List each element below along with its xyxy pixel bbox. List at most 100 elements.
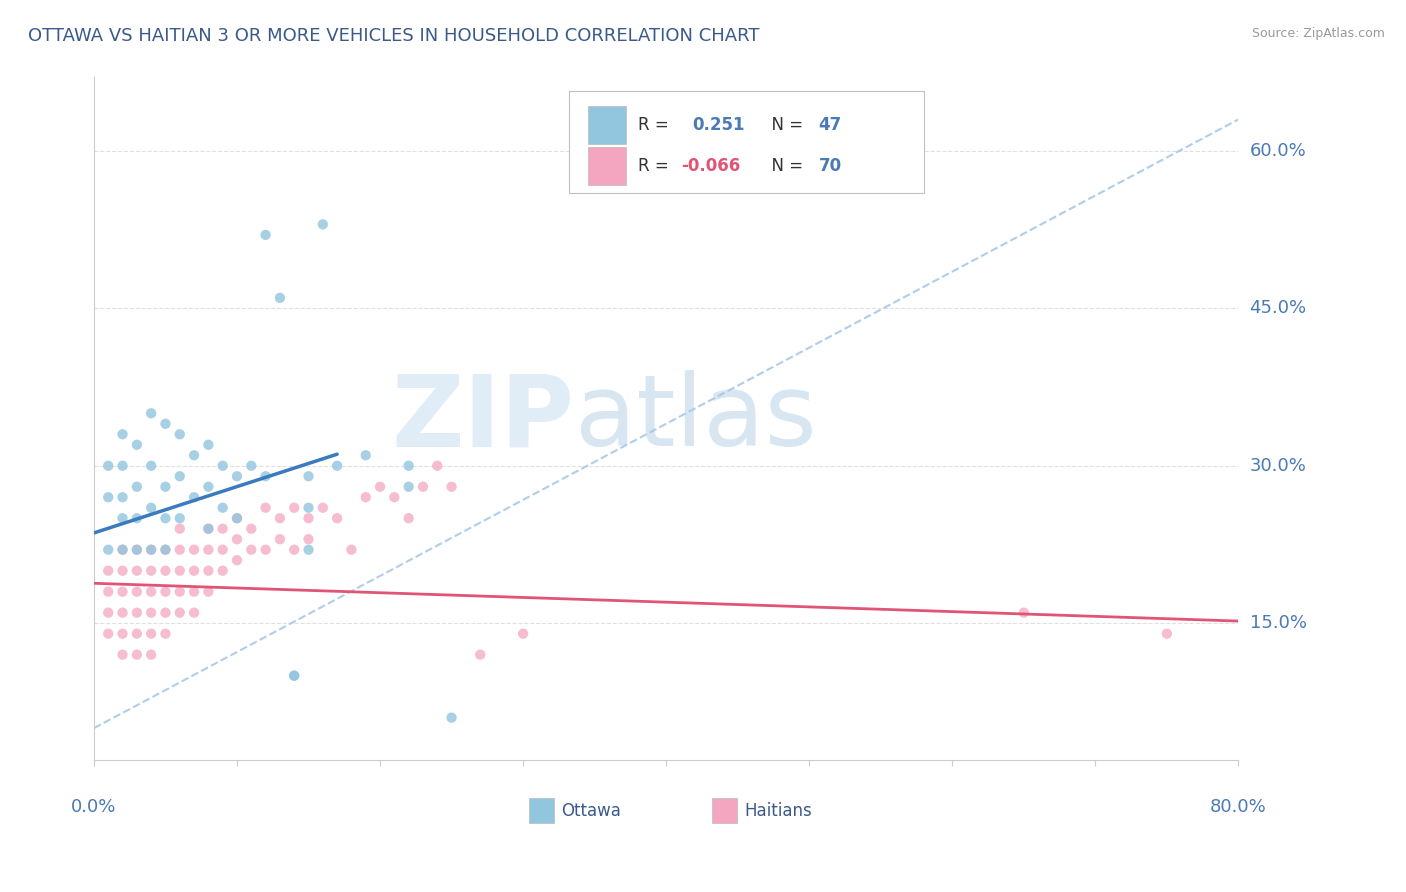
Point [211,458,233,473]
Point [141,406,163,420]
Point [211,500,233,515]
Point [141,626,163,640]
Point [169,511,191,525]
Point [240,542,263,557]
Point [111,648,134,662]
Point [141,564,163,578]
Point [125,480,148,494]
Point [312,500,335,515]
Point [297,469,319,483]
Text: 70: 70 [818,157,842,175]
Point [197,522,219,536]
Point [125,542,148,557]
Point [211,522,233,536]
Point [141,458,163,473]
Text: 0.251: 0.251 [693,116,745,134]
Point [226,469,249,483]
Point [283,668,305,682]
Point [111,542,134,557]
Point [125,564,148,578]
Point [412,480,434,494]
Point [1012,606,1035,620]
Point [197,584,219,599]
Text: -0.066: -0.066 [681,157,741,175]
Point [155,626,177,640]
Point [197,480,219,494]
Point [211,564,233,578]
Point [283,668,305,682]
Point [183,606,205,620]
Point [125,511,148,525]
Point [297,500,319,515]
Point [169,522,191,536]
Point [440,711,463,725]
Point [254,542,277,557]
Point [254,469,277,483]
Point [97,606,120,620]
Point [197,542,219,557]
Text: 30.0%: 30.0% [1250,457,1306,475]
Point [226,553,249,567]
Point [226,532,249,546]
Point [354,448,377,462]
Point [312,218,335,232]
Point [169,427,191,442]
Point [155,542,177,557]
Point [470,648,492,662]
Point [97,490,120,504]
Point [211,542,233,557]
Point [398,511,420,525]
Point [155,480,177,494]
Point [269,532,291,546]
Text: 15.0%: 15.0% [1250,615,1306,632]
Point [398,458,420,473]
Point [254,500,277,515]
Point [340,542,363,557]
Point [141,542,163,557]
Point [226,511,249,525]
Text: ZIP: ZIP [392,370,575,467]
Point [197,564,219,578]
Point [125,648,148,662]
Text: Haitians: Haitians [744,802,811,820]
Text: OTTAWA VS HAITIAN 3 OR MORE VEHICLES IN HOUSEHOLD CORRELATION CHART: OTTAWA VS HAITIAN 3 OR MORE VEHICLES IN … [28,27,759,45]
Point [111,490,134,504]
Point [111,606,134,620]
Point [155,584,177,599]
Point [254,227,277,242]
Point [125,584,148,599]
Text: Source: ZipAtlas.com: Source: ZipAtlas.com [1251,27,1385,40]
Point [169,584,191,599]
Point [398,480,420,494]
Point [155,564,177,578]
Bar [711,798,737,823]
Point [141,542,163,557]
Point [125,606,148,620]
Point [512,626,534,640]
Point [97,542,120,557]
Point [269,291,291,305]
Text: 45.0%: 45.0% [1250,300,1306,318]
Point [111,626,134,640]
Bar [529,798,554,823]
Point [440,480,463,494]
Text: 80.0%: 80.0% [1211,798,1267,816]
Text: Ottawa: Ottawa [561,802,620,820]
Point [169,606,191,620]
Point [1156,626,1178,640]
Point [125,542,148,557]
Point [240,522,263,536]
Point [368,480,391,494]
Point [269,511,291,525]
Point [354,490,377,504]
Point [197,438,219,452]
FancyBboxPatch shape [569,91,924,194]
Text: N =: N = [761,116,808,134]
Point [240,458,263,473]
Point [141,500,163,515]
Point [297,532,319,546]
Point [297,542,319,557]
Point [155,417,177,431]
Text: R =: R = [637,116,679,134]
Point [111,427,134,442]
